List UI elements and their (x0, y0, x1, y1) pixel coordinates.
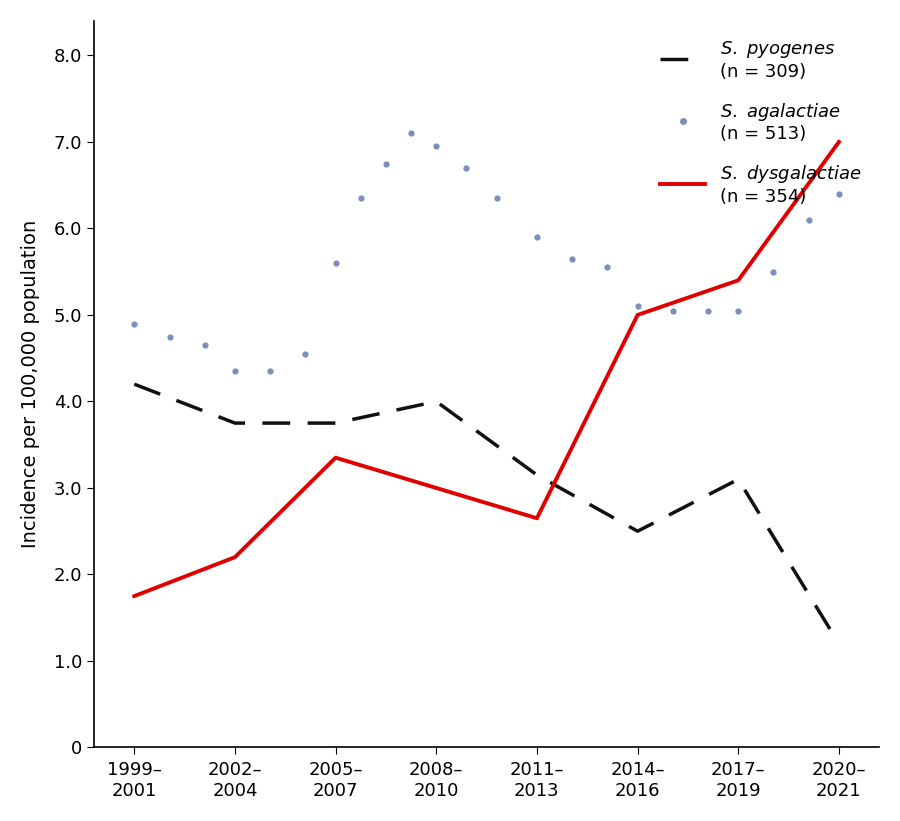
Y-axis label: Incidence per 100,000 population: Incidence per 100,000 population (21, 220, 40, 548)
Legend: $\it{S.}$ $\it{pyogenes}$
(n = 309), $\it{S.}$ $\it{agalactiae}$
(n = 513), $\it: $\it{S.}$ $\it{pyogenes}$ (n = 309), $\i… (651, 30, 870, 215)
